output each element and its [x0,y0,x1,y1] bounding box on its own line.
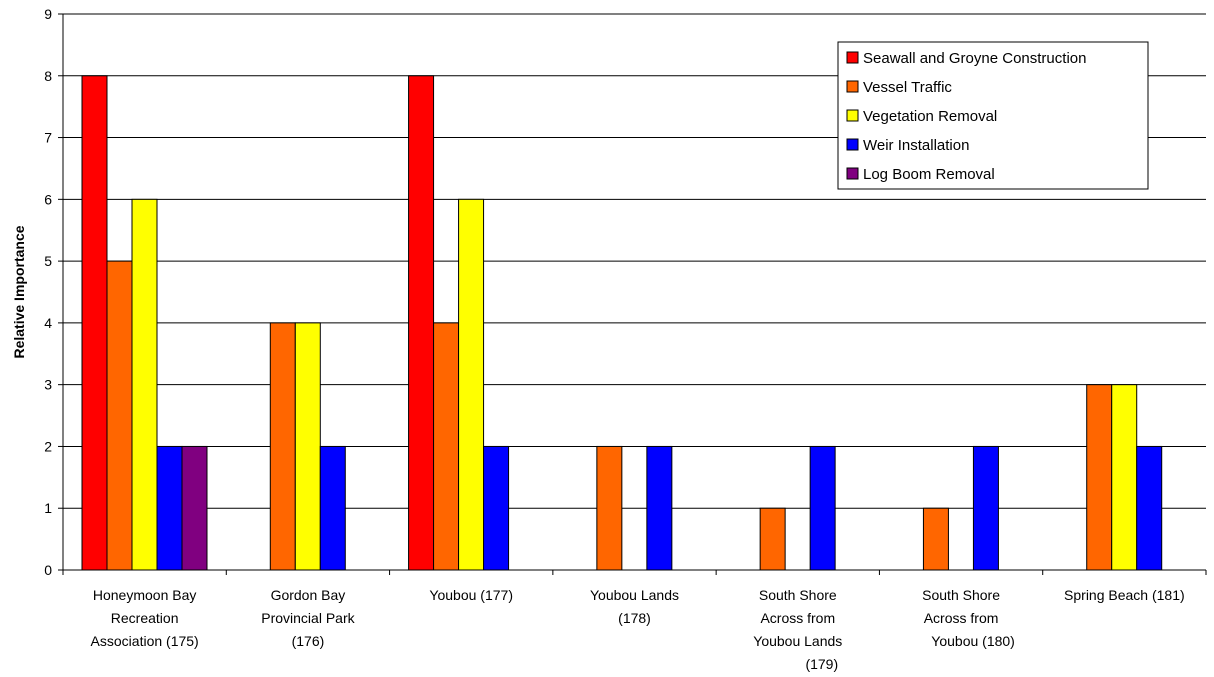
y-tick-label: 7 [44,130,52,146]
y-tick-label: 6 [44,191,52,207]
y-axis-ticks: 0 1 2 3 4 5 6 7 8 9 [44,6,63,578]
bars [81,75,1163,571]
x-category-label: Recreation [111,610,179,626]
legend-box [837,41,1149,190]
bar [156,445,183,571]
x-category-label: (176) [292,633,325,649]
legend-label: Vessel Traffic [863,79,952,96]
x-category-label: Across from [924,610,999,626]
bar [81,75,108,571]
y-tick-label: 1 [44,500,52,516]
bar [922,507,949,571]
bar [1086,384,1113,571]
axes [62,14,1206,571]
bar [269,322,296,571]
x-category-label: South Shore [759,587,837,603]
legend-swatch [846,167,859,180]
bar [759,507,786,571]
x-category-label: Honeymoon Bay [93,587,197,603]
x-category-label: Across from [760,610,835,626]
y-tick-label: 8 [44,68,52,84]
bar [972,445,999,571]
legend-label: Seawall and Groyne Construction [863,50,1086,67]
gridlines [63,13,1206,509]
bar [1136,445,1163,571]
legend-label: Vegetation Removal [863,108,997,125]
x-category-label: (179) [805,656,838,672]
y-tick-label: 0 [44,562,52,578]
bar [131,198,158,571]
y-tick-label: 5 [44,253,52,269]
x-category-label: (178) [618,610,651,626]
legend-swatch [846,138,859,151]
legend: Seawall and Groyne Construction Vessel Tr… [837,41,1149,190]
bar [1111,384,1138,571]
bar [809,445,836,571]
bar [408,75,435,571]
bar [646,445,673,571]
x-category-label: Spring Beach (181) [1064,587,1185,603]
bar [433,322,460,571]
bar [596,445,623,571]
x-category-label: Provincial Park [261,610,355,626]
legend-label: Log Boom Removal [863,166,995,183]
x-category-label: Youbou Lands [753,633,842,649]
x-category-label: South Shore [922,587,1000,603]
x-category-label: Youbou Lands [590,587,679,603]
legend-swatch [846,109,859,122]
y-tick-label: 9 [44,6,52,22]
y-tick-label: 4 [44,315,52,331]
x-category-label: Association (175) [91,633,199,649]
legend-swatch [846,51,859,64]
bar [106,260,133,571]
bar [294,322,321,571]
legend-swatch [846,80,859,93]
y-tick-label: 2 [44,438,52,454]
y-axis-label: Relative Importance [11,225,27,358]
y-tick-label: 3 [44,377,52,393]
bar [483,445,510,571]
x-category-label: Youbou (180) [931,633,1015,649]
bar [458,198,485,571]
x-category-label: Gordon Bay [271,587,346,603]
x-category-label: Youbou (177) [429,587,513,603]
x-axis-labels: Honeymoon Bay Recreation Association (175)… [62,570,1207,672]
legend-label: Weir Installation [863,137,969,154]
bar [181,445,208,571]
bar [319,445,346,571]
